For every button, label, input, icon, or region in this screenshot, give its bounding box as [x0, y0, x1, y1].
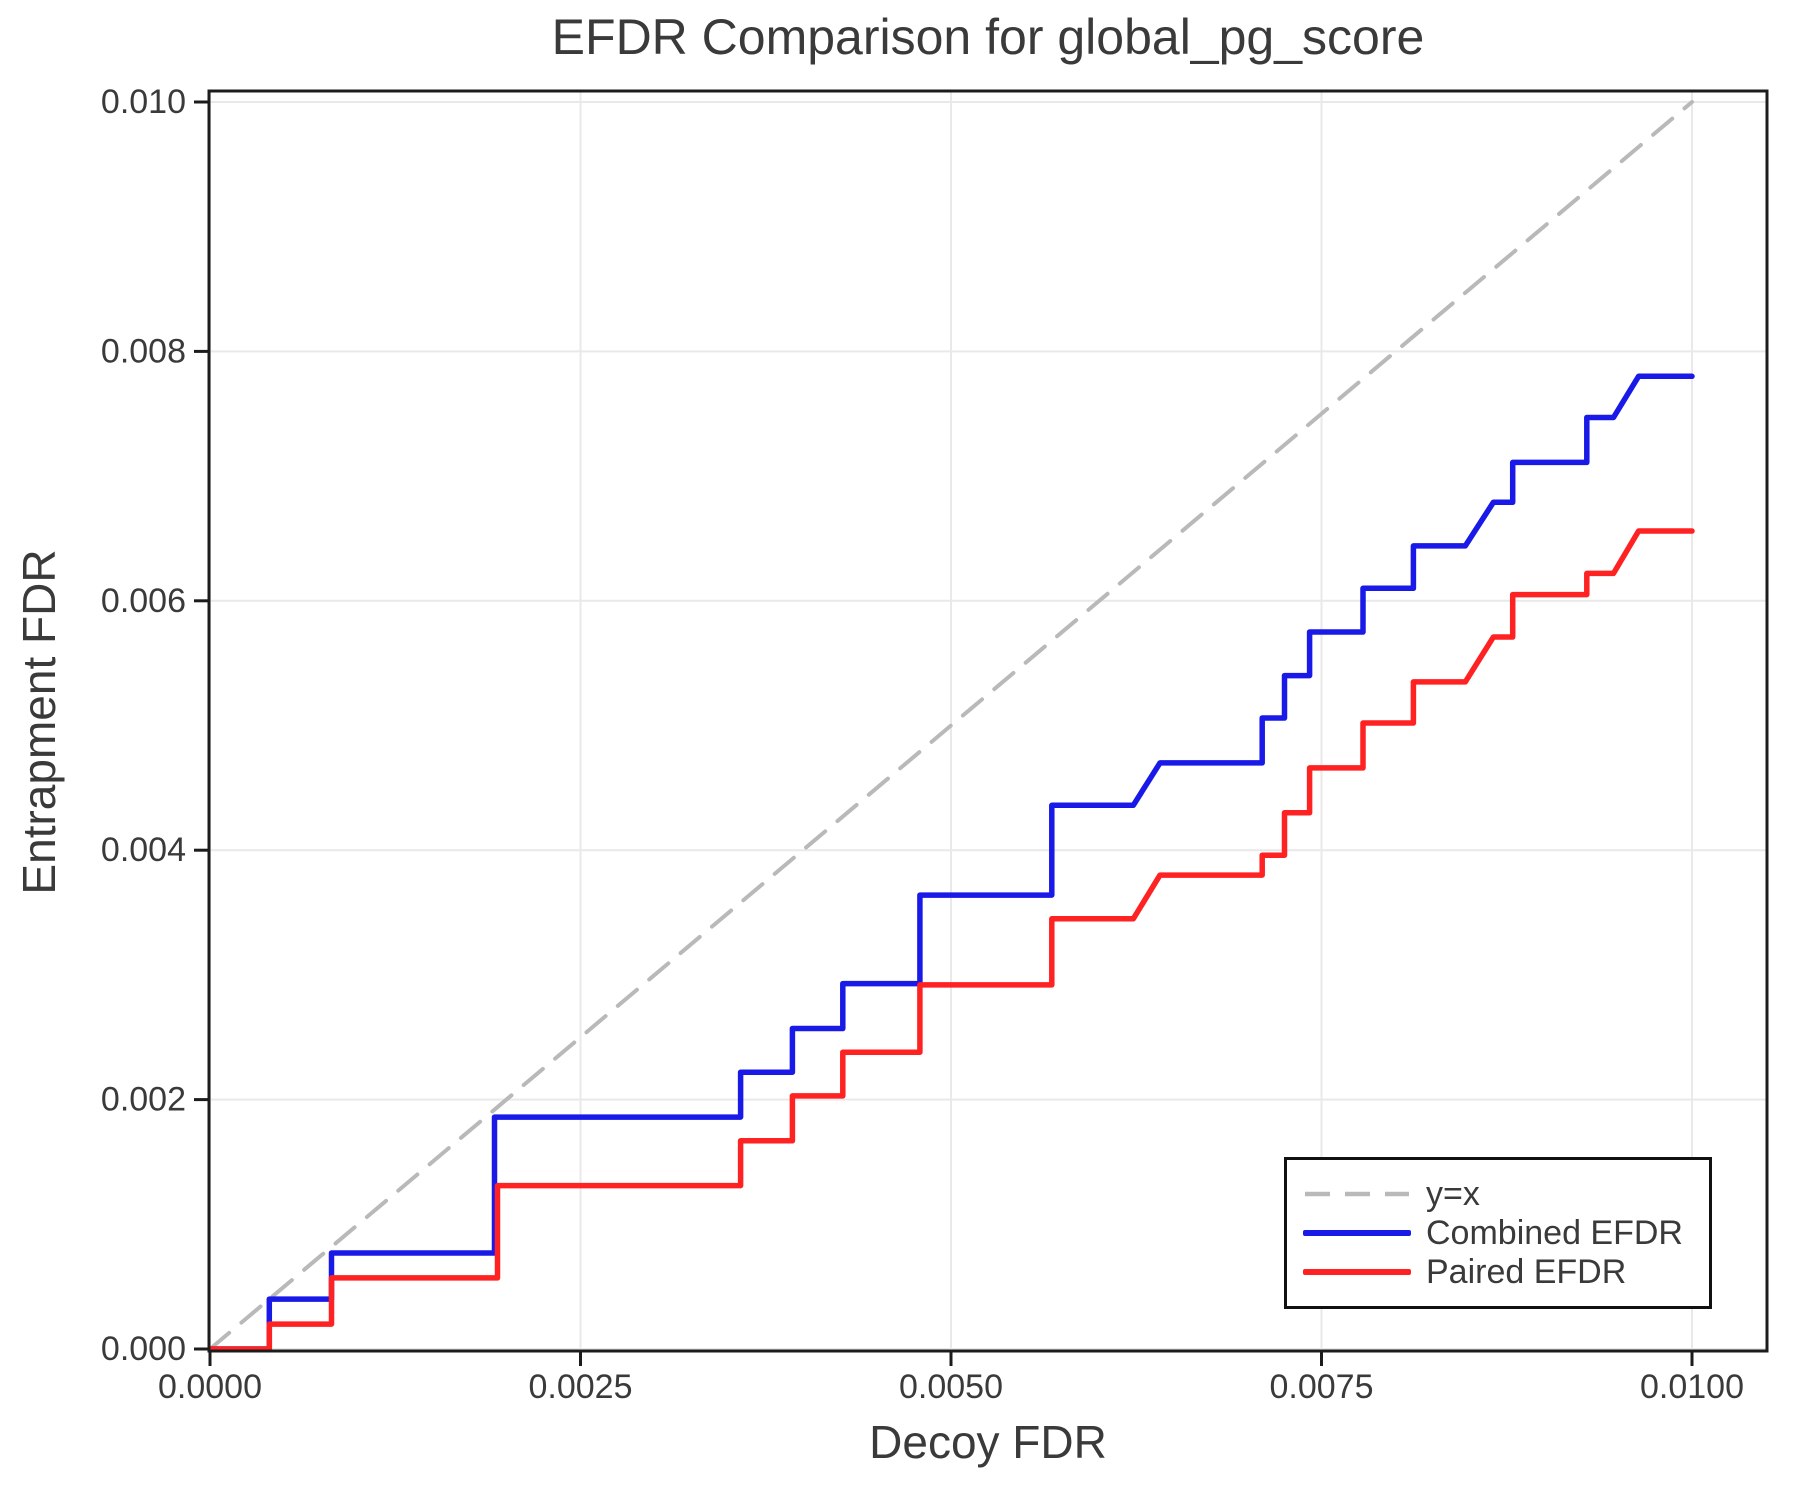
series-line-y-x	[208, 100, 1694, 1351]
y-tick-label: 0.006	[101, 582, 186, 620]
legend-label-paired: Paired EFDR	[1426, 1252, 1627, 1291]
legend-label-identity: y=x	[1426, 1174, 1480, 1213]
axes-spine	[207, 89, 1769, 1353]
legend-label-combined: Combined EFDR	[1426, 1213, 1683, 1252]
x-axis-label: Decoy FDR	[869, 1416, 1107, 1468]
series-line-combined-efdr	[207, 373, 1695, 1352]
x-tick-label: 0.0100	[1640, 1368, 1744, 1406]
y-tick-label: 0.000	[101, 1330, 186, 1368]
legend-entry-identity: y=x	[1303, 1174, 1709, 1213]
legend-entry-combined: Combined EFDR	[1303, 1213, 1709, 1252]
paired-line-sample	[1303, 1269, 1411, 1275]
y-axis-label: Entrapment FDR	[13, 549, 65, 895]
dashed-line-sample	[1305, 1191, 1409, 1197]
y-tick-label: 0.008	[101, 332, 186, 370]
x-tick-label: 0.0025	[529, 1368, 633, 1406]
chart-title: EFDR Comparison for global_pg_score	[551, 9, 1425, 65]
series-line-paired-efdr	[207, 528, 1695, 1352]
y-tick-label: 0.010	[101, 83, 186, 121]
y-tick-label: 0.002	[101, 1081, 186, 1119]
legend: y=x Combined EFDR Paired EFDR	[1284, 1157, 1712, 1309]
combined-line-sample	[1303, 1230, 1411, 1236]
y-tick-label: 0.004	[101, 831, 186, 869]
x-tick-label: 0.0050	[899, 1368, 1003, 1406]
legend-entry-paired: Paired EFDR	[1303, 1252, 1709, 1291]
x-tick-label: 0.0075	[1270, 1368, 1374, 1406]
x-tick-label: 0.0000	[158, 1368, 262, 1406]
